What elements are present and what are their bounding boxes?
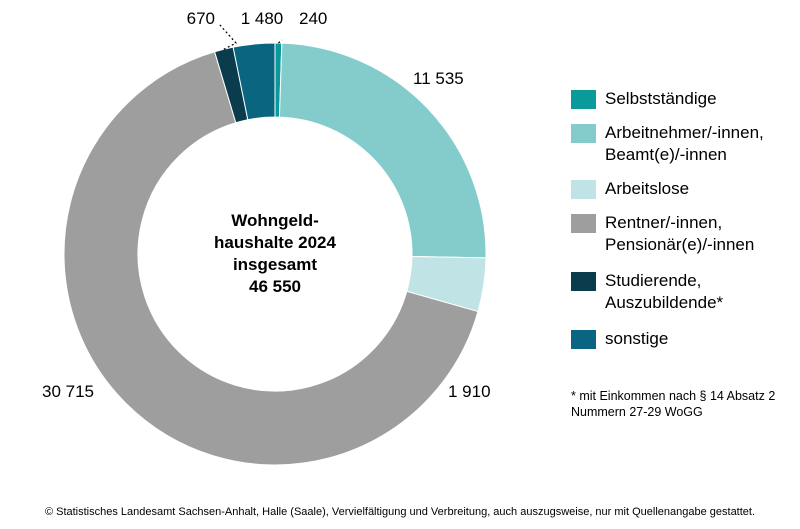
footnote: * mit Einkommen nach § 14 Absatz 2 Numme… [571,389,776,419]
legend-item-arbeitnehmer: Arbeitnehmer/-innen, Beamt(e)/-innen [571,122,796,168]
donut-slice-arbeitnehmer [278,42,487,259]
value-label-studierende: 670 [187,9,215,28]
legend-swatch-studierende [571,272,596,291]
legend-label-selbststaendige: Selbstständige [605,89,717,108]
legend-swatch-sonstige [571,330,596,349]
center-label-line-2: haushalte 2024 [214,233,336,252]
legend-label-sonstige: sonstige [605,329,669,348]
donut-slice-rentner [63,51,479,466]
legend-item-sonstige: sonstige [571,328,796,352]
legend-item-studierende: Studierende, Auszubildende* [571,270,796,316]
value-labels: 240 11 535 1 910 30 715 670 1 480 [42,9,491,401]
legend-swatch-arbeitslose [571,180,596,199]
legend-swatch-arbeitnehmer [571,124,596,143]
legend-swatch-selbststaendige [571,90,596,109]
center-label-line-1: Wohngeld- [231,211,319,230]
legend-item-arbeitslose: Arbeitslose [571,178,796,202]
legend-label-studierende: Studierende, Auszubildende* [605,271,724,312]
legend-label-arbeitslose: Arbeitslose [605,179,690,198]
value-label-rentner: 30 715 [42,382,94,401]
copyright-notice: © Statistisches Landesamt Sachsen-Anhalt… [44,506,756,518]
leader-line-studierende [218,23,237,50]
center-label-line-3: insgesamt [233,255,317,274]
donut-chart: 240 11 535 1 910 30 715 670 1 480 Wohngeld- h… [42,9,491,466]
donut-slices [63,42,487,466]
value-label-arbeitslose: 1 910 [448,382,491,401]
leader-lines [218,23,283,50]
legend-item-selbststaendige: Selbstständige [571,88,796,112]
legend-label-arbeitnehmer: Arbeitnehmer/-innen, Beamt(e)/-innen [605,123,764,164]
legend: Selbstständige Arbeitnehmer/-innen, Beam… [571,88,796,352]
value-label-arbeitnehmer: 11 535 [413,69,464,88]
legend-swatch-rentner [571,214,596,233]
legend-label-rentner: Rentner/-innen, Pensionär(e)/-innen [605,213,755,254]
leader-line-selbststaendige [278,39,283,44]
legend-item-rentner: Rentner/-innen, Pensionär(e)/-innen [571,212,796,258]
donut-slice-sonstige [232,42,276,121]
value-label-sonstige: 1 480 [241,9,284,28]
value-label-selbststaendige: 240 [299,9,327,28]
center-label-total: 46 550 [249,277,301,296]
